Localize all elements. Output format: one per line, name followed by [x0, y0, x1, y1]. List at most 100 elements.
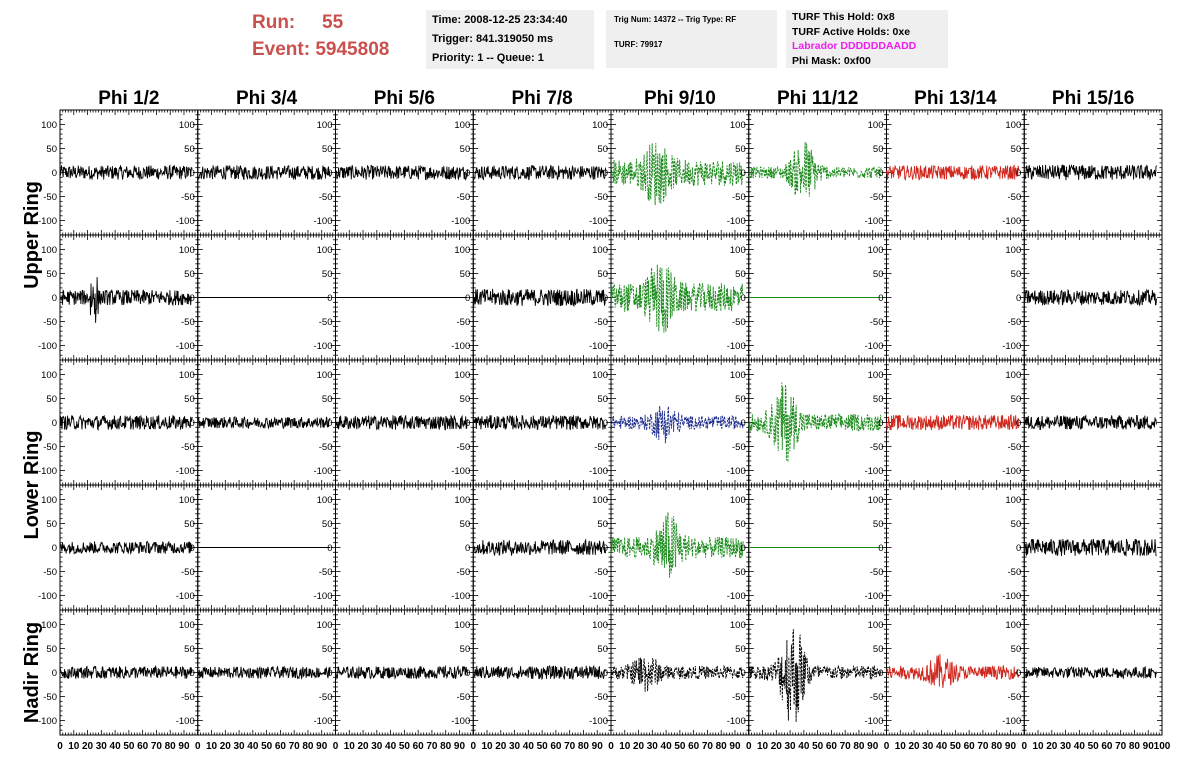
x-tick-label: 30	[785, 741, 797, 752]
x-tick-label: 80	[165, 741, 177, 752]
turf-this-hold-text: TURF This Hold: 0x8	[792, 11, 895, 23]
y-tick-label: -100	[38, 716, 57, 727]
y-tick-label: -50	[732, 442, 746, 453]
y-tick-label: -50	[457, 692, 471, 703]
panel-r5-c1: -100 -50 0 50 100	[38, 609, 199, 736]
y-tick-label: -100	[864, 591, 883, 602]
y-tick-label: 50	[46, 644, 57, 655]
y-tick-label: 100	[730, 245, 746, 256]
x-tick-label: 10	[481, 741, 493, 752]
time-info-box: Time: 2008-12-25 23:34:40 Trigger: 841.3…	[426, 10, 594, 69]
x-tick-label: 90	[867, 741, 879, 752]
y-tick-label: -100	[451, 716, 470, 727]
x-tick-label: 50	[950, 741, 962, 752]
y-tick-label: 50	[1011, 519, 1022, 530]
y-tick-label: -100	[38, 216, 57, 227]
x-tick-label: 30	[1060, 741, 1072, 752]
x-tick-label: 0	[1021, 741, 1027, 752]
y-tick-label: 0	[1016, 418, 1021, 429]
x-tick-label: 20	[1046, 741, 1058, 752]
y-tick-label: 50	[735, 394, 746, 405]
waveform-trace	[886, 413, 1020, 431]
y-tick-label: -50	[1008, 192, 1022, 203]
y-tick-label: 0	[465, 168, 470, 179]
panel-r3-c7: -100 -50 0 50 100	[864, 359, 1025, 486]
y-tick-label: 50	[184, 394, 195, 405]
panel-r5-c8: -100 -50 0 50 100	[1002, 609, 1163, 736]
y-tick-label: 100	[1005, 620, 1021, 631]
y-tick-label: -100	[1002, 716, 1021, 727]
y-tick-label: -50	[181, 442, 195, 453]
y-tick-label: 0	[878, 418, 883, 429]
x-tick-label: 20	[82, 741, 94, 752]
y-tick-label: -50	[319, 442, 333, 453]
y-tick-label: -100	[727, 341, 746, 352]
y-tick-label: -100	[451, 591, 470, 602]
y-tick-label: -100	[727, 591, 746, 602]
column-header-6: Phi 11/12	[777, 88, 858, 109]
y-tick-label: -100	[589, 216, 608, 227]
column-header-8: Phi 15/16	[1052, 88, 1134, 109]
panel-r1-c2: -100 -50 0 50 100	[176, 109, 336, 236]
y-tick-label: -50	[181, 567, 195, 578]
y-tick-label: 100	[454, 245, 470, 256]
event-value: 5945808	[315, 39, 390, 60]
x-tick-label: 60	[550, 741, 562, 752]
y-tick-label: 0	[878, 543, 883, 554]
waveform-trace	[197, 165, 331, 181]
x-tick-label: 80	[440, 741, 452, 752]
y-tick-label: 0	[189, 543, 194, 554]
y-tick-label: 0	[1016, 668, 1021, 679]
y-tick-label: 50	[1011, 269, 1022, 280]
x-tick-label: 50	[399, 741, 411, 752]
panel-r3-c5: -100 -50 0 50 100	[589, 359, 750, 486]
x-tick-label: 10	[895, 741, 907, 752]
x-tick-label: 30	[509, 741, 521, 752]
y-tick-label: 50	[184, 144, 195, 155]
panel-r1-c1: -100 -50 0 50 100	[38, 109, 199, 236]
y-tick-label: 100	[41, 245, 57, 256]
y-tick-label: 0	[52, 543, 57, 554]
y-tick-label: -100	[727, 216, 746, 227]
y-tick-label: -50	[732, 317, 746, 328]
y-tick-label: 100	[179, 495, 195, 506]
y-tick-label: 0	[878, 293, 883, 304]
y-tick-label: -100	[38, 591, 57, 602]
waveform-trace	[886, 164, 1020, 181]
y-tick-label: -50	[870, 192, 884, 203]
y-tick-label: -100	[176, 216, 195, 227]
y-tick-label: 0	[465, 543, 470, 554]
y-tick-label: 0	[189, 668, 194, 679]
y-tick-label: -100	[864, 716, 883, 727]
y-tick-label: 0	[1016, 168, 1021, 179]
x-tick-label: 80	[302, 741, 314, 752]
column-header-4: Phi 7/8	[512, 88, 573, 109]
y-tick-label: -100	[864, 466, 883, 477]
waveform-trace	[197, 416, 331, 430]
y-tick-label: 0	[878, 668, 883, 679]
y-tick-label: 100	[730, 495, 746, 506]
y-tick-label: -50	[594, 567, 608, 578]
x-tick-label: 90	[1143, 741, 1155, 752]
x-tick-label: 20	[908, 741, 920, 752]
panel-r5-c5: -100 -50 0 50 100	[589, 609, 750, 736]
y-tick-label: -50	[457, 317, 471, 328]
waveform-trace	[59, 541, 193, 556]
phi-mask-text: Phi Mask: 0xf00	[792, 54, 871, 67]
waveform-trace	[59, 277, 193, 323]
x-tick-label: 60	[826, 741, 838, 752]
x-tick-label: 50	[1088, 741, 1100, 752]
waveform-trace	[1023, 414, 1157, 431]
x-tick-label: 20	[771, 741, 783, 752]
row-group-label-1: Upper Ring	[21, 181, 43, 289]
y-tick-label: -100	[38, 341, 57, 352]
y-tick-label: 0	[740, 418, 745, 429]
x-tick-label: 90	[454, 741, 466, 752]
x-tick-label: 0	[608, 741, 614, 752]
y-tick-label: -50	[43, 192, 57, 203]
x-tick-label: 0	[470, 741, 476, 752]
y-tick-label: -50	[732, 567, 746, 578]
waveform-trace	[1023, 288, 1157, 307]
y-tick-label: 100	[454, 120, 470, 131]
y-tick-label: 50	[735, 269, 746, 280]
